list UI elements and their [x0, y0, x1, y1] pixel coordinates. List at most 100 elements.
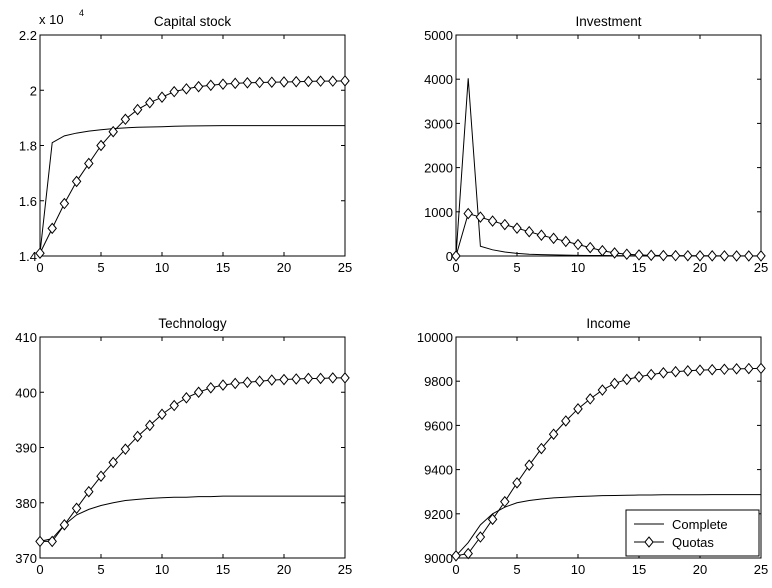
data-point-diamond	[206, 382, 216, 394]
data-point-diamond	[328, 372, 338, 384]
chart-title: Capital stock	[154, 14, 232, 29]
data-point-diamond	[242, 77, 253, 89]
data-point-diamond	[536, 442, 547, 455]
data-point-diamond	[475, 531, 486, 543]
data-point-diamond	[658, 367, 669, 379]
y-tick-label: 380	[15, 496, 37, 511]
data-point-diamond	[169, 399, 179, 412]
legend-label-quotas: Quotas	[672, 535, 714, 550]
series-line-complete	[455, 494, 761, 557]
y-tick-label: 4000	[424, 72, 453, 87]
y-tick-label: 2.2	[19, 28, 37, 43]
subplot-4: 0 5 10 15 20 25 9000 9200 9400 9600 9800 10000 Incom…	[417, 316, 768, 577]
data-point-diamond	[84, 157, 94, 170]
x-tick-label: 20	[693, 562, 707, 577]
data-point-diamond	[451, 250, 461, 262]
data-point-diamond	[609, 247, 620, 259]
data-point-diamond	[47, 222, 57, 235]
data-point-diamond	[622, 373, 632, 386]
data-point-diamond	[524, 459, 534, 471]
y-tick-label: 1.8	[19, 139, 37, 154]
data-point-diamond	[291, 75, 301, 88]
data-point-diamond	[206, 79, 216, 92]
data-point-diamond	[524, 225, 534, 238]
axes-box	[39, 336, 346, 559]
data-point-diamond	[707, 250, 717, 262]
data-point-diamond	[597, 384, 608, 396]
data-point-diamond	[548, 428, 559, 441]
data-point-diamond	[132, 103, 143, 116]
data-point-diamond	[193, 386, 204, 399]
data-point-diamond	[719, 250, 730, 262]
data-point-diamond	[561, 415, 571, 427]
data-point-diamond	[145, 419, 155, 432]
data-point-diamond	[291, 373, 301, 385]
y-tick-label: 370	[15, 551, 37, 566]
data-point-diamond	[597, 244, 608, 257]
data-point-diamond	[279, 76, 289, 88]
axis-multiplier-exponent: 4	[79, 8, 84, 18]
x-tick-label: 25	[754, 562, 768, 577]
data-point-diamond	[646, 249, 656, 262]
data-point-diamond	[35, 247, 45, 260]
y-tick-label: 390	[15, 441, 37, 456]
y-tick-label: 5000	[424, 28, 453, 43]
y-tick-label: 1000	[424, 205, 453, 220]
data-point-diamond	[328, 75, 338, 87]
y-tick-label: 10000	[417, 330, 453, 345]
data-point-diamond	[548, 232, 559, 245]
y-tick-label: 9200	[424, 507, 453, 522]
legend-marker-diamond	[644, 536, 654, 548]
data-point-diamond	[108, 456, 118, 469]
data-point-diamond	[683, 365, 693, 377]
x-tick-label: 10	[571, 260, 585, 275]
axis-multiplier: x 10	[39, 12, 64, 27]
data-point-diamond	[536, 229, 547, 242]
data-point-diamond	[707, 363, 717, 376]
x-tick-label: 5	[97, 562, 104, 577]
legend-box	[625, 509, 760, 557]
x-tick-label: 0	[36, 562, 43, 577]
series-line-complete	[39, 495, 345, 542]
data-point-diamond	[500, 218, 510, 231]
y-tick-label: 9400	[424, 463, 453, 478]
data-point-diamond	[695, 249, 705, 262]
y-tick-label: 9600	[424, 418, 453, 433]
data-point-diamond	[84, 485, 94, 498]
data-point-diamond	[744, 250, 754, 262]
data-point-diamond	[463, 547, 473, 560]
data-point-diamond	[157, 91, 167, 103]
data-point-diamond	[585, 241, 595, 254]
data-point-diamond	[500, 495, 510, 508]
y-tick-label: 2	[30, 83, 37, 98]
data-point-diamond	[157, 408, 167, 421]
legend-label-complete: Complete	[672, 517, 728, 532]
x-tick-label: 15	[632, 562, 646, 577]
x-tick-label: 15	[632, 260, 646, 275]
data-point-diamond	[475, 211, 486, 223]
data-point-diamond	[609, 377, 620, 390]
data-point-diamond	[512, 477, 522, 489]
y-tick-label: 410	[15, 330, 37, 345]
data-point-diamond	[96, 139, 106, 152]
data-point-diamond	[670, 365, 681, 378]
data-point-diamond	[254, 375, 265, 387]
x-tick-label: 5	[513, 260, 520, 275]
data-point-diamond	[303, 75, 314, 88]
chart-title: Income	[586, 316, 630, 331]
chart-title: Technology	[158, 316, 227, 331]
data-point-diamond	[169, 85, 179, 98]
x-tick-label: 25	[338, 562, 352, 577]
y-tick-label: 1.6	[19, 194, 37, 209]
x-tick-label: 10	[155, 260, 169, 275]
data-point-diamond	[35, 535, 45, 548]
data-point-diamond	[683, 249, 693, 262]
data-point-diamond	[463, 207, 473, 220]
data-point-diamond	[646, 368, 656, 381]
y-tick-label: 0	[446, 249, 453, 264]
data-point-diamond	[315, 75, 326, 87]
x-tick-label: 20	[277, 562, 291, 577]
axes-box	[39, 34, 346, 257]
chart-title: Investment	[575, 14, 641, 29]
